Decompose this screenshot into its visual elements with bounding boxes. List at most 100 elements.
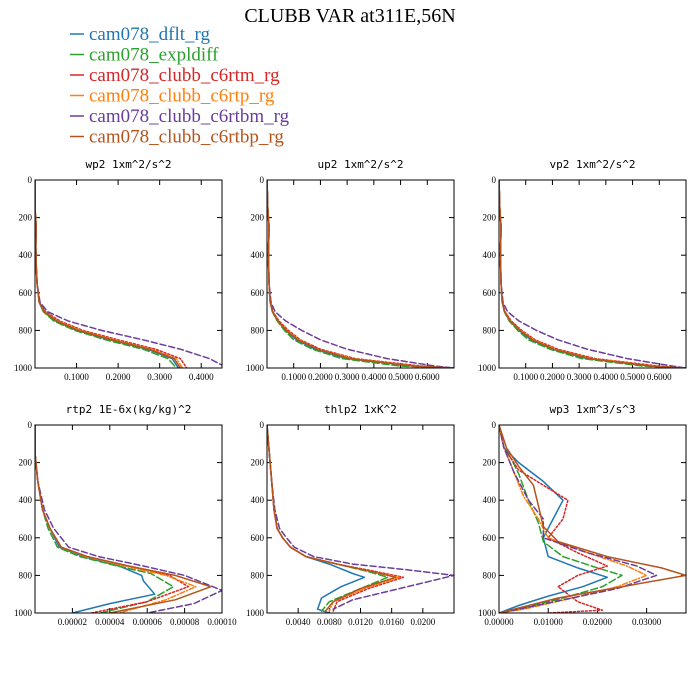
y-tick-label: 0 — [28, 420, 33, 430]
series-line-cam078_clubb_c6rtbm_rg — [267, 180, 454, 368]
x-tick-label: 0.02000 — [583, 617, 613, 627]
y-tick-label: 400 — [483, 495, 497, 505]
x-tick-label: 0.0080 — [317, 617, 342, 627]
y-tick-label: 0 — [260, 420, 265, 430]
x-tick-label: 0.2000 — [106, 372, 131, 382]
series-line-cam078_clubb_c6rtbp_rg — [499, 180, 686, 368]
series-group — [267, 180, 454, 368]
series-line-cam078_clubb_c6rtbm_rg — [499, 180, 686, 368]
y-tick-label: 1000 — [478, 608, 497, 618]
y-tick-label: 600 — [251, 533, 265, 543]
series-line-cam078_expldiff — [499, 180, 686, 368]
plot-frame — [498, 424, 687, 614]
series-group — [35, 425, 222, 613]
series-line-cam078_clubb_c6rtbp_rg — [267, 425, 397, 612]
y-tick-label: 1000 — [14, 363, 33, 373]
x-tick-label: 0.4000 — [593, 372, 618, 382]
panel-3: vp2 1xm^2/s^2 0 200 400 600 800 1000 0.1000 0.20… — [478, 158, 687, 382]
legend-label: cam078_clubb_c6rtbm_rg — [89, 106, 290, 127]
x-tick-label: 0.0200 — [410, 617, 435, 627]
x-tick-label: 0.2000 — [308, 372, 333, 382]
y-tick-label: 1000 — [246, 608, 265, 618]
legend-label: cam078_clubb_c6rtp_rg — [89, 86, 275, 107]
x-tick-label: 0.6000 — [647, 372, 672, 382]
x-tick-label: 0.1000 — [281, 372, 306, 382]
x-tick-label: 0.00006 — [133, 617, 163, 627]
plot-frame — [34, 424, 223, 614]
y-tick-label: 800 — [483, 570, 497, 580]
y-tick-label: 200 — [19, 458, 33, 468]
series-line-cam078_clubb_c6rtbp_rg — [35, 425, 212, 613]
series-group — [499, 425, 686, 613]
series-line-cam078_clubb_c6rtm_rg — [499, 180, 686, 368]
panel-title: wp2 1xm^2/s^2 — [85, 158, 171, 171]
legend-label: cam078_clubb_c6rtm_rg — [89, 65, 280, 86]
y-tick-label: 600 — [19, 288, 33, 298]
series-line-cam078_clubb_c6rtbp_rg — [35, 180, 182, 368]
x-tick-label: 0.0120 — [348, 617, 373, 627]
series-line-cam078_dflt_rg — [267, 180, 454, 368]
y-tick-label: 200 — [251, 213, 265, 223]
legend-label: cam078_expldiff — [89, 45, 219, 66]
x-tick-label: 0.0040 — [286, 617, 311, 627]
series-line-cam078_clubb_c6rtm_rg — [499, 425, 609, 613]
x-tick-label: 0.0160 — [379, 617, 404, 627]
series-line-cam078_clubb_c6rtbp_rg — [267, 180, 454, 368]
y-tick-label: 1000 — [246, 363, 265, 373]
y-tick-label: 1000 — [478, 363, 497, 373]
plot-frame — [34, 179, 223, 369]
series-line-cam078_dflt_rg — [499, 425, 609, 613]
plot-frame — [498, 179, 687, 369]
x-tick-label: 0.6000 — [415, 372, 440, 382]
x-tick-label: 0.01000 — [534, 617, 564, 627]
series-line-cam078_clubb_c6rtm_rg — [35, 425, 190, 613]
y-tick-label: 200 — [251, 458, 265, 468]
series-line-cam078_expldiff — [267, 425, 389, 612]
y-tick-label: 800 — [251, 325, 265, 335]
y-tick-label: 400 — [483, 250, 497, 260]
legend: cam078_dflt_rgcam078_expldiffcam078_club… — [70, 24, 290, 148]
series-group — [267, 425, 454, 613]
series-group — [499, 180, 686, 368]
panel-4: rtp2 1E-6x(kg/kg)^2 0 200 400 600 800 1000 0.00… — [14, 403, 237, 627]
y-tick-label: 600 — [483, 533, 497, 543]
series-line-cam078_clubb_c6rtm_rg — [267, 180, 454, 368]
panel-title: thlp2 1xK^2 — [324, 403, 397, 416]
y-tick-label: 200 — [483, 213, 497, 223]
legend-item: cam078_expldiff — [70, 45, 219, 66]
y-tick-label: 800 — [19, 325, 33, 335]
panel-5: thlp2 1xK^2 0 200 400 600 800 1000 0.0040 0.0080… — [246, 403, 455, 627]
x-tick-label: 0.4000 — [361, 372, 386, 382]
series-line-cam078_clubb_c6rtp_rg — [499, 180, 686, 368]
series-line-cam078_expldiff — [35, 425, 175, 613]
x-tick-label: 0.03000 — [632, 617, 662, 627]
x-tick-label: 0.5000 — [620, 372, 645, 382]
panel-title: rtp2 1E-6x(kg/kg)^2 — [66, 403, 192, 416]
panel-2: up2 1xm^2/s^2 0 200 400 600 800 1000 0.1000 0.20… — [246, 158, 455, 382]
series-line-cam078_dflt_rg — [499, 180, 686, 368]
x-tick-label: 0.2000 — [540, 372, 565, 382]
legend-item: cam078_clubb_c6rtp_rg — [70, 86, 275, 107]
legend-label: cam078_dflt_rg — [89, 24, 211, 45]
series-line-cam078_clubb_c6rtp_rg — [35, 425, 197, 613]
x-tick-label: 0.00002 — [58, 617, 87, 627]
series-line-cam078_clubb_c6rtp_rg — [267, 180, 454, 368]
x-tick-label: 0.3000 — [335, 372, 360, 382]
series-line-cam078_dflt_rg — [267, 425, 366, 613]
x-tick-label: 0.3000 — [147, 372, 172, 382]
series-line-cam078_expldiff — [35, 180, 178, 368]
series-line-cam078_clubb_c6rtbm_rg — [35, 180, 222, 366]
legend-item: cam078_dflt_rg — [70, 24, 211, 45]
series-group — [35, 180, 222, 368]
panel-title: vp2 1xm^2/s^2 — [549, 158, 635, 171]
x-tick-label: 0.00008 — [170, 617, 200, 627]
x-tick-label: 0.1000 — [64, 372, 89, 382]
x-tick-label: 0.3000 — [567, 372, 592, 382]
series-line-cam078_clubb_c6rtbm_rg — [35, 425, 222, 613]
x-tick-label: 0.4000 — [189, 372, 214, 382]
y-tick-label: 400 — [19, 250, 33, 260]
y-tick-label: 800 — [483, 325, 497, 335]
